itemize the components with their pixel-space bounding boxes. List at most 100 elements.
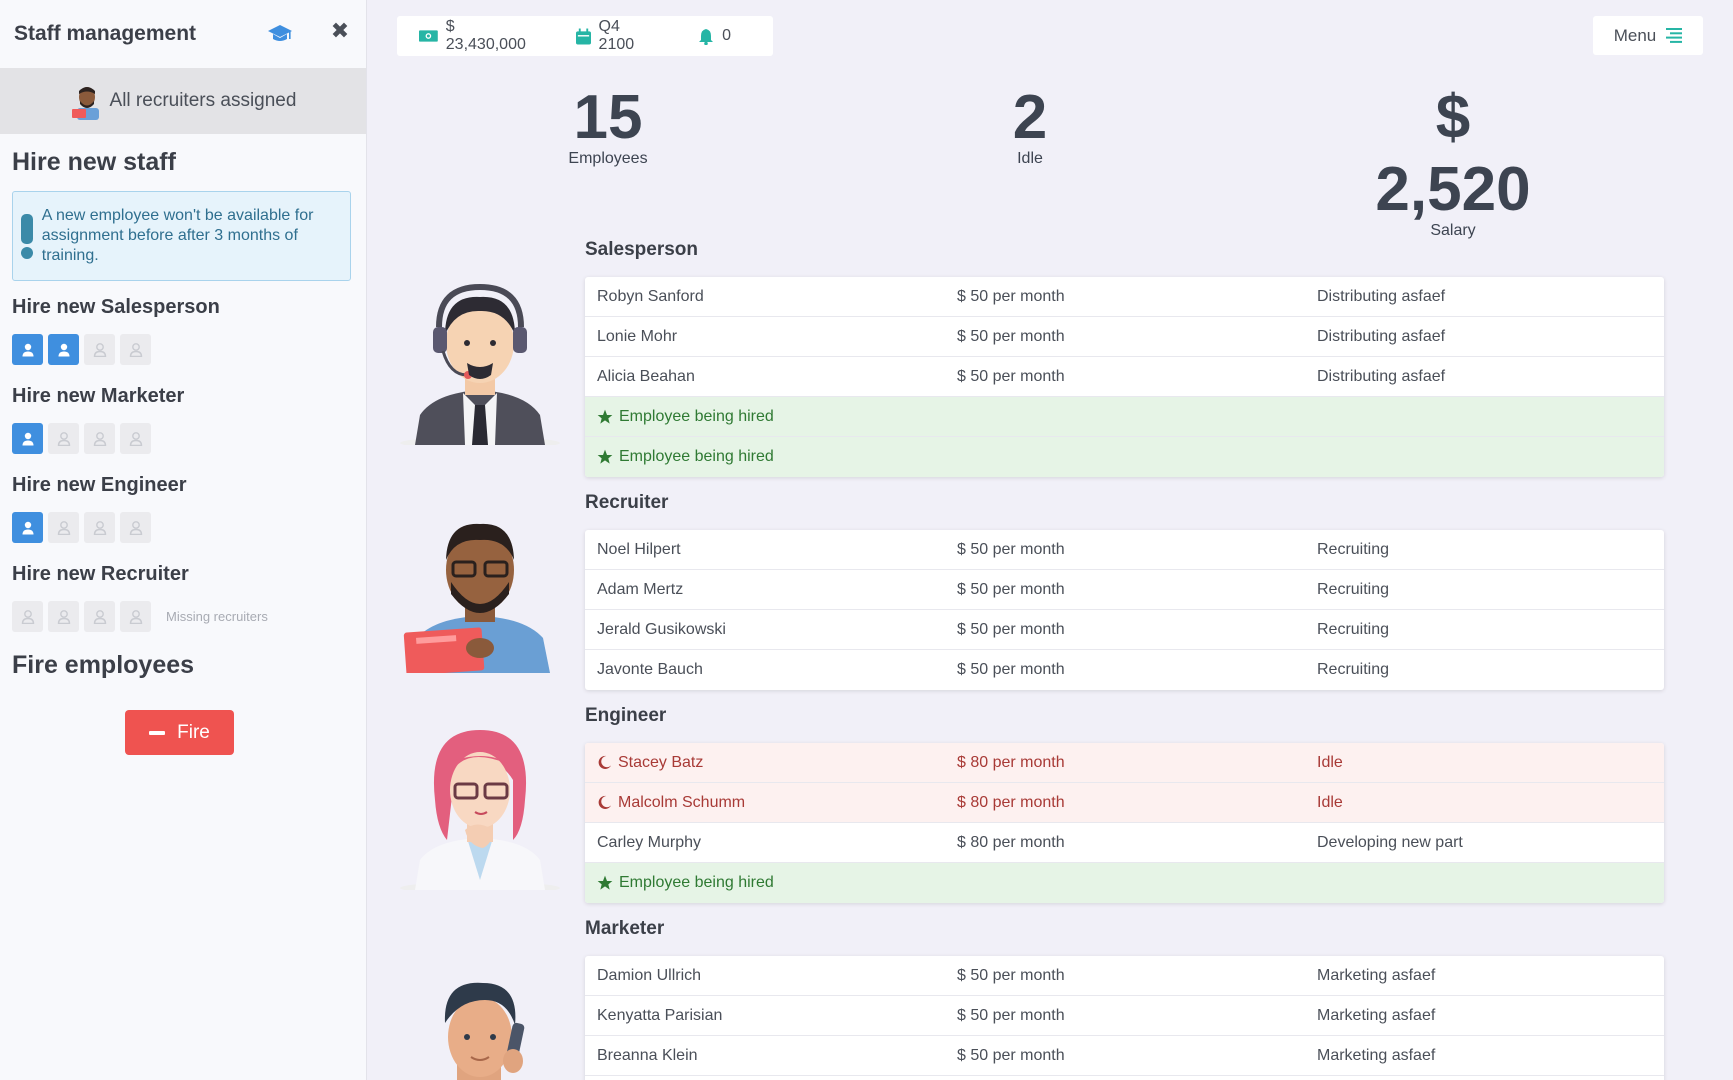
hiring-slot-filled[interactable] <box>12 334 43 365</box>
hiring-slot-empty[interactable] <box>84 512 115 543</box>
salesperson-table: Robyn Sanford $ 50 per month Distributing … <box>585 277 1664 477</box>
bell-icon <box>699 28 714 45</box>
cash-icon <box>419 30 438 42</box>
hiring-slot-empty[interactable] <box>120 601 151 632</box>
employee-name: Employee being hired <box>619 874 774 891</box>
employee-name: Alicia Beahan <box>597 367 695 385</box>
missing-recruiters-note: Missing recruiters <box>166 609 268 624</box>
employee-task: Marketing asfaef <box>1317 1046 1436 1064</box>
employee-task: Idle <box>1317 793 1343 811</box>
employee-name-cell: Employee being hired <box>597 408 957 426</box>
hire-recruiter-slots: Missing recruiters <box>12 601 268 632</box>
employee-name: Carley Murphy <box>597 833 702 851</box>
sidebar-header: Staff management ✖ <box>0 0 366 68</box>
employees-count: 15 <box>573 83 643 152</box>
hiring-slot-empty[interactable] <box>120 334 151 365</box>
recruiter-portrait <box>403 523 550 673</box>
employee-row[interactable]: Stacey Batz $ 80 per month Idle <box>585 743 1664 783</box>
salary-stat: $ 2,520 Salary <box>1353 82 1553 240</box>
user-icon <box>58 343 69 356</box>
idle-stat: 2 Idle <box>930 82 1130 168</box>
employee-name-cell: Malcolm Schumm <box>597 794 957 812</box>
hire-recruiter-label: Hire new Recruiter <box>12 563 189 585</box>
user-icon <box>57 431 70 446</box>
employee-name-cell: Lonie Mohr <box>597 328 957 346</box>
employee-row[interactable]: Javonte Bauch $ 50 per month Recruiting <box>585 650 1664 690</box>
moon-icon <box>597 755 612 770</box>
employee-salary: $ 50 per month <box>957 966 1065 984</box>
hire-engineer-label: Hire new Engineer <box>12 474 187 496</box>
engineer-portrait <box>400 730 560 890</box>
employee-salary: $ 80 per month <box>957 753 1065 771</box>
recruiter-table: Noel Hilpert $ 50 per month Recruiting Adam… <box>585 530 1664 690</box>
employee-name-cell: Adam Mertz <box>597 581 957 599</box>
hiring-slot-empty[interactable] <box>84 601 115 632</box>
hiring-slot-empty[interactable] <box>84 423 115 454</box>
salary-total: $ 2,520 <box>1375 83 1531 224</box>
employee-task: Marketing asfaef <box>1317 966 1436 984</box>
employee-task: Distributing asfaef <box>1317 287 1446 305</box>
hiring-row[interactable]: Employee being hired <box>585 437 1664 477</box>
employee-row[interactable]: Carley Murphy $ 80 per month Developing ne… <box>585 823 1664 863</box>
employee-name-cell: Javonte Bauch <box>597 661 957 679</box>
employee-task: Recruiting <box>1317 580 1390 598</box>
employee-name-cell: Robyn Sanford <box>597 288 957 306</box>
hiring-slot-filled[interactable] <box>48 334 79 365</box>
hiring-slot-empty[interactable] <box>12 601 43 632</box>
employee-row[interactable]: Noel Hilpert $ 50 per month Recruiting <box>585 530 1664 570</box>
money-indicator[interactable]: $ 23,430,000 <box>419 18 534 54</box>
hiring-row[interactable]: Employee being hired <box>585 397 1664 437</box>
user-icon <box>57 609 70 624</box>
employee-salary: $ 50 per month <box>957 661 1065 678</box>
minus-icon <box>149 730 166 735</box>
hiring-slot-empty[interactable] <box>120 423 151 454</box>
employee-row[interactable]: Kenyatta Parisian $ 50 per month Marketing… <box>585 996 1664 1036</box>
close-icon[interactable]: ✖ <box>330 18 350 43</box>
employee-row[interactable]: Lonie Mohr $ 50 per month Distributing asf… <box>585 317 1664 357</box>
user-icon <box>129 342 142 357</box>
user-icon <box>129 431 142 446</box>
hire-marketer-label: Hire new Marketer <box>12 385 185 407</box>
idle-count: 2 <box>1012 83 1048 152</box>
hiring-slot-empty[interactable] <box>48 512 79 543</box>
employee-row[interactable]: Malcolm Schumm $ 80 per month Idle <box>585 783 1664 823</box>
notifications-indicator[interactable]: 0 <box>698 27 731 45</box>
employee-salary: $ 50 per month <box>957 367 1065 385</box>
hiring-slot-filled[interactable] <box>12 512 43 543</box>
menu-button[interactable]: Menu <box>1593 16 1703 55</box>
recruiters-status-banner: All recruiters assigned <box>0 68 366 134</box>
hiring-row[interactable]: Employee being hired <box>585 863 1664 903</box>
hiring-slot-empty[interactable] <box>48 601 79 632</box>
date-indicator[interactable]: Q4 2100 <box>575 18 657 54</box>
graduation-cap-icon[interactable] <box>268 22 292 44</box>
employee-name: Stacey Batz <box>618 753 704 771</box>
user-icon <box>93 609 106 624</box>
employee-task: Idle <box>1317 753 1343 771</box>
hiring-slot-empty[interactable] <box>84 334 115 365</box>
hiring-slot-empty[interactable] <box>48 423 79 454</box>
employee-row[interactable]: Robyn Sanford $ 50 per month Distributing … <box>585 277 1664 317</box>
employee-salary: $ 50 per month <box>957 580 1065 598</box>
employees-stat: 15 Employees <box>508 82 708 168</box>
training-notice: A new employee won't be available for as… <box>12 191 351 281</box>
money-value: $ 23,430,000 <box>445 18 526 53</box>
employee-name: Breanna Klein <box>597 1046 698 1064</box>
marketer-heading: Marketer <box>585 918 665 939</box>
employee-row[interactable] <box>585 1076 1664 1080</box>
notifications-count: 0 <box>722 27 731 44</box>
user-icon <box>22 521 33 534</box>
salesperson-heading: Salesperson <box>585 239 698 260</box>
employee-task: Recruiting <box>1317 661 1390 678</box>
employee-row[interactable]: Breanna Klein $ 50 per month Marketing asf… <box>585 1036 1664 1076</box>
employee-row[interactable]: Alicia Beahan $ 50 per month Distributing … <box>585 357 1664 397</box>
hiring-slot-filled[interactable] <box>12 423 43 454</box>
employee-row[interactable]: Adam Mertz $ 50 per month Recruiting <box>585 570 1664 610</box>
employee-row[interactable]: Jerald Gusikowski $ 50 per month Recruitin… <box>585 610 1664 650</box>
calendar-icon <box>575 28 591 44</box>
employee-name-cell: Employee being hired <box>597 874 957 892</box>
employee-salary: $ 50 per month <box>957 327 1065 345</box>
fire-button[interactable]: Fire <box>125 710 234 755</box>
sidebar: Staff management ✖ All recruiters assign… <box>0 0 367 1080</box>
hiring-slot-empty[interactable] <box>120 512 151 543</box>
employee-row[interactable]: Damion Ullrich $ 50 per month Marketing as… <box>585 956 1664 996</box>
